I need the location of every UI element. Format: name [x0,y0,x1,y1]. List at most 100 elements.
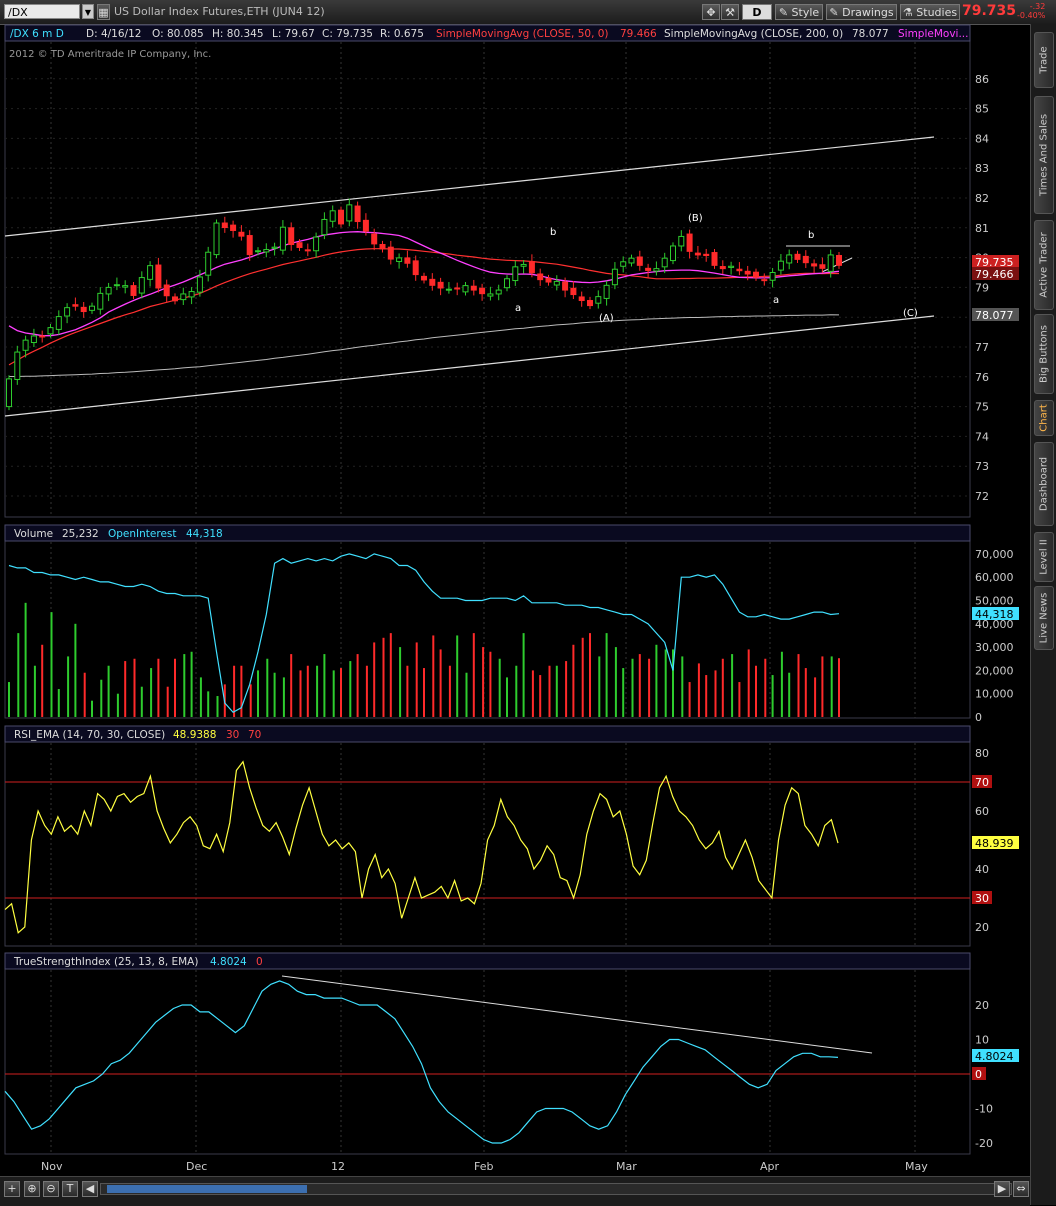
sidebar-tab-active-trader[interactable]: Active Trader [1034,220,1054,310]
zoom-in-icon[interactable]: ⊕ [24,1181,40,1197]
sma50-line [8,248,840,366]
volume-bar [415,642,418,717]
candle-body [213,222,220,256]
volume-bar [672,649,674,717]
rsi-value: 48.9388 [173,729,216,741]
sidebar-tab-label: Live News [1038,592,1050,644]
scroll-right-icon[interactable]: ▶ [994,1181,1010,1197]
volume-bar [406,665,409,717]
sidebar-tab-level-ii[interactable]: Level II [1034,532,1054,582]
tsi-value-label: 4.8024 [975,1050,1014,1063]
volume-tick-label: 60,000 [975,571,1014,584]
volume-bar [605,633,608,717]
price-tick-label: 73 [975,460,989,473]
sidebar-tab-times-and-sales[interactable]: Times And Sales [1034,96,1054,214]
candle-body [304,249,311,252]
candle-body [271,246,278,249]
volume-bar [472,633,475,717]
sidebar-tab-big-buttons[interactable]: Big Buttons [1034,314,1054,394]
candle-body [578,296,585,302]
tsi-line [4,980,839,1144]
candle-body [80,306,87,313]
rsi-30-label: 30 [975,892,989,905]
x-axis-label: May [905,1160,928,1173]
volume-bar [489,651,492,717]
rsi-tick-label: 20 [975,921,989,934]
price-tick-label: 86 [975,73,989,86]
volume-bar [116,693,119,717]
volume-bar [349,661,352,717]
volume-bar [282,677,285,717]
price-tick-label: 77 [975,341,989,354]
candle-body [437,281,444,289]
price-header-item: SimpleMovingAvg (CLOSE, 200, 0) [664,28,843,40]
sidebar-tab-dashboard[interactable]: Dashboard [1034,442,1054,526]
candle-body [636,256,643,266]
sidebar-tab-label: Chart [1038,404,1050,432]
text-tool-icon[interactable]: T [62,1181,78,1197]
volume-bar [705,675,708,717]
volume-bar [482,647,485,717]
price-tick-label: 85 [975,103,989,116]
scrollbar-thumb[interactable] [107,1185,307,1193]
price-header-item: O: 80.085 [152,28,204,40]
candle-body [736,268,743,272]
x-axis-label: Apr [760,1160,780,1173]
rsi-30-label-bg [972,891,992,904]
volume-bar [515,665,518,717]
oi-price-label: 44,318 [975,608,1014,621]
volume-bar [814,677,817,717]
candle-body [769,272,776,281]
studies-icon: ⚗ [902,6,913,19]
x-axis-label: Nov [41,1160,63,1173]
drawings-button[interactable]: ✎ Drawings [826,4,897,20]
price-header-item: SimpleMovingAvg (CLOSE, 50, 0) [436,28,609,40]
candle-body [296,242,303,248]
style-button[interactable]: ✎ Style [775,4,823,20]
sidebar-tab-chart[interactable]: Chart [1034,400,1054,436]
tsi-zero-label-bg [972,1067,986,1080]
zoom-out-icon[interactable]: ⊖ [43,1181,59,1197]
volume-tick-label: 20,000 [975,664,1014,677]
candle-body [396,257,403,262]
chart-area[interactable]: /DX 6 m D D: 4/16/12 O: 80.085 H: 80.345 L: … [0,24,1030,1176]
candle-body [130,285,137,296]
right-sidebar: Trade Times And Sales Active Trader Big But… [1030,24,1056,1205]
volume-bar [581,637,584,717]
panel-2-frame [4,725,971,947]
symbol-input[interactable]: /DX [4,4,80,19]
sidebar-tab-trade[interactable]: Trade [1034,32,1054,88]
volume-bar [780,651,783,717]
sidebar-tab-live-news[interactable]: Live News [1034,586,1054,650]
tsi-header-bar [4,952,971,970]
studies-button[interactable]: ⚗ Studies [900,4,960,20]
volume-bar [365,665,368,717]
period-button[interactable]: D [742,4,772,20]
wrench-icon[interactable]: ⚒ [721,4,739,20]
volume-bar [100,679,103,717]
candle-body [279,226,286,251]
candle-body [653,268,660,272]
scroll-left-icon[interactable]: ◀ [82,1181,98,1197]
symbol-dropdown-button[interactable]: ▼ [82,4,94,19]
volume-bar [107,665,110,717]
sidebar-tab-label: Level II [1038,539,1050,575]
volume-bar [522,633,525,717]
crosshair-icon[interactable]: ✥ [702,4,720,20]
open-interest-line [8,553,840,714]
open-interest-value: 44,318 [186,528,223,540]
candle-body [147,265,154,280]
candle-body [338,209,344,225]
candle-body [180,293,187,301]
add-icon[interactable]: + [4,1181,20,1197]
expand-icon[interactable]: ⇔ [1013,1181,1029,1197]
volume-bar [332,670,335,717]
copyright-text: 2012 © TD Ameritrade IP Company, Inc. [9,49,211,60]
x-axis-label: Dec [186,1160,207,1173]
percent-change: -0.40% [1017,11,1046,20]
time-scrollbar[interactable] [100,1183,1012,1195]
volume-tick-label: 50,000 [975,595,1014,608]
link-icon[interactable]: ▦ [97,4,110,20]
candle-body [794,253,801,260]
wave-label: b [808,230,814,241]
